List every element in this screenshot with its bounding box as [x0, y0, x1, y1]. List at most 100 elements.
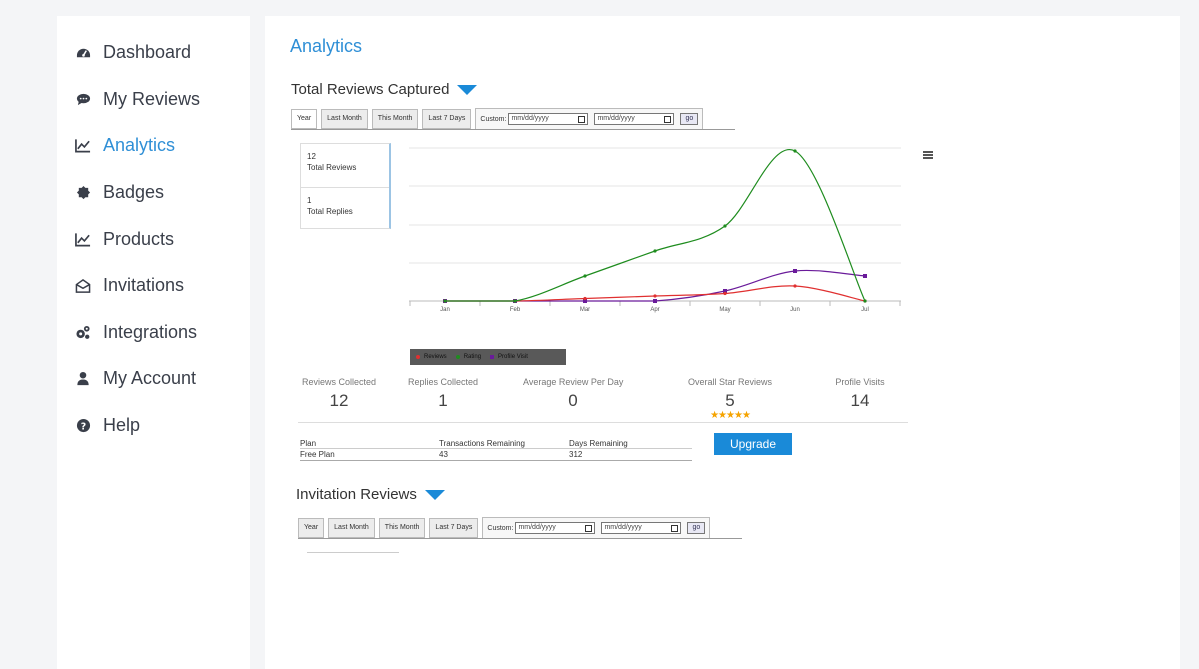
- chart-menu-icon[interactable]: [923, 151, 933, 159]
- legend-item[interactable]: Reviews: [416, 354, 447, 360]
- legend-marker: [416, 355, 420, 359]
- data-point[interactable]: [583, 296, 587, 301]
- data-point[interactable]: [863, 274, 867, 278]
- sidebar-item-integrations[interactable]: Integrations: [75, 318, 197, 346]
- line-chart-icon: [75, 231, 91, 247]
- legend-label: Reviews: [424, 354, 447, 360]
- start-date-placeholder: mm/dd/yyyy: [511, 115, 549, 122]
- end-date-input[interactable]: mm/dd/yyyy: [601, 522, 682, 534]
- start-date-placeholder: mm/dd/yyyy: [518, 524, 556, 531]
- data-point[interactable]: [653, 299, 657, 303]
- badge-icon: [75, 184, 91, 200]
- sidebar-item-help[interactable]: ? Help: [75, 411, 140, 439]
- sidebar-item-label: Integrations: [103, 321, 198, 342]
- calendar-icon[interactable]: [671, 524, 679, 532]
- data-point[interactable]: [793, 284, 797, 288]
- filter-this-month-button[interactable]: This Month: [371, 109, 419, 129]
- legend-item[interactable]: Rating: [455, 354, 482, 360]
- data-point[interactable]: [583, 299, 587, 303]
- data-point[interactable]: [653, 294, 657, 298]
- series-line-rating: [445, 148, 866, 302]
- custom-label: Custom:: [487, 524, 514, 532]
- question-circle-icon: ?: [75, 417, 91, 433]
- line-chart-icon: [75, 137, 91, 153]
- filter-last-7-days-button[interactable]: Last 7 Days: [429, 518, 479, 538]
- reviews-filter-bar: Year Last Month This Month Last 7 Days C…: [291, 108, 735, 130]
- metric-reviews-collected: Reviews Collected 12: [301, 377, 377, 411]
- filter-last-month-button[interactable]: Last Month: [321, 109, 368, 129]
- data-point[interactable]: [723, 291, 727, 296]
- sidebar-item-my-account[interactable]: My Account: [75, 364, 196, 392]
- data-point[interactable]: [723, 224, 727, 228]
- star-rating: ★★★★★: [710, 410, 751, 421]
- reviews-section-title: Total Reviews Captured: [291, 81, 478, 98]
- total-replies-cell: 1 Total Replies: [301, 187, 389, 230]
- go-button[interactable]: go: [687, 522, 706, 534]
- metric-profile-visits: Profile Visits 14: [830, 377, 890, 411]
- data-point[interactable]: [443, 299, 447, 303]
- legend-label: Rating: [463, 354, 482, 360]
- upgrade-button[interactable]: Upgrade: [714, 433, 792, 455]
- end-date-placeholder: mm/dd/yyyy: [597, 115, 635, 122]
- invitation-filter-bar: Year Last Month This Month Last 7 Days C…: [298, 517, 742, 539]
- data-point[interactable]: [793, 149, 797, 153]
- filter-last-7-days-button[interactable]: Last 7 Days: [422, 109, 472, 129]
- metric-value: 1: [438, 391, 448, 410]
- metric-value: 5: [725, 391, 735, 410]
- x-tick-label: Feb: [510, 307, 521, 313]
- filter-year-button[interactable]: Year: [291, 109, 318, 129]
- calendar-icon[interactable]: [585, 524, 593, 532]
- svg-text:?: ?: [80, 421, 85, 432]
- calendar-icon[interactable]: [578, 115, 586, 123]
- total-replies-count: 1: [307, 196, 312, 205]
- end-date-placeholder: mm/dd/yyyy: [604, 524, 642, 531]
- plan-header-row: Plan Transactions Remaining Days Remaini…: [300, 438, 692, 449]
- sidebar-item-analytics[interactable]: Analytics: [75, 131, 175, 159]
- start-date-input[interactable]: mm/dd/yyyy: [515, 522, 596, 534]
- calendar-icon[interactable]: [664, 115, 672, 123]
- dashboard-icon: [75, 44, 91, 60]
- page-title: Analytics: [290, 36, 363, 56]
- sidebar-item-my-reviews[interactable]: My Reviews: [75, 85, 200, 113]
- sidebar-item-badges[interactable]: Badges: [75, 178, 164, 206]
- series-line-reviews: [445, 285, 866, 302]
- divider: [298, 422, 908, 423]
- caret-down-icon[interactable]: [424, 489, 445, 500]
- data-point[interactable]: [863, 299, 867, 303]
- legend-marker: [455, 355, 460, 359]
- plan-table: Plan Transactions Remaining Days Remaini…: [300, 438, 692, 461]
- x-tick-label: Jan: [440, 307, 450, 313]
- sidebar-item-dashboard[interactable]: Dashboard: [75, 38, 191, 66]
- caret-down-icon[interactable]: [457, 84, 478, 95]
- sidebar-item-label: Badges: [103, 181, 165, 202]
- metric-average-review-per-day: Average Review Per Day 0: [523, 377, 623, 411]
- sidebar: Dashboard My Reviews Analytics Badges Pr…: [57, 16, 250, 669]
- days-value: 312: [569, 450, 583, 459]
- main-panel: Analytics Total Reviews Captured Year La…: [265, 16, 1180, 669]
- plan-header: Plan: [300, 439, 317, 448]
- chart-legend: Reviews Rating Profile Visit: [410, 349, 566, 365]
- start-date-input[interactable]: mm/dd/yyyy: [508, 113, 589, 125]
- data-point[interactable]: [583, 274, 587, 278]
- go-button[interactable]: go: [680, 113, 699, 125]
- metric-value: 12: [329, 391, 349, 410]
- data-point[interactable]: [653, 249, 657, 253]
- filter-year-button[interactable]: Year: [298, 518, 325, 538]
- reviews-line-chart: Jan Feb Mar Apr May Jun Jul: [409, 147, 901, 313]
- reviews-section-label: Total Reviews Captured: [291, 81, 450, 98]
- legend-marker: [490, 355, 495, 359]
- plan-value: Free Plan: [300, 450, 335, 459]
- legend-item[interactable]: Profile Visit: [490, 354, 528, 360]
- x-tick-label: Jun: [790, 307, 800, 313]
- filter-this-month-button[interactable]: This Month: [378, 518, 426, 538]
- data-point[interactable]: [513, 299, 517, 303]
- metric-overall-star-reviews: Overall Star Reviews 5 ★★★★★: [685, 377, 775, 421]
- sidebar-item-invitations[interactable]: Invitations: [75, 271, 184, 299]
- metric-value: 0: [568, 391, 578, 410]
- data-point[interactable]: [793, 269, 797, 273]
- sidebar-item-label: Help: [103, 414, 141, 435]
- end-date-input[interactable]: mm/dd/yyyy: [594, 113, 675, 125]
- data-point[interactable]: [723, 289, 727, 293]
- filter-last-month-button[interactable]: Last Month: [328, 518, 375, 538]
- sidebar-item-products[interactable]: Products: [75, 225, 174, 253]
